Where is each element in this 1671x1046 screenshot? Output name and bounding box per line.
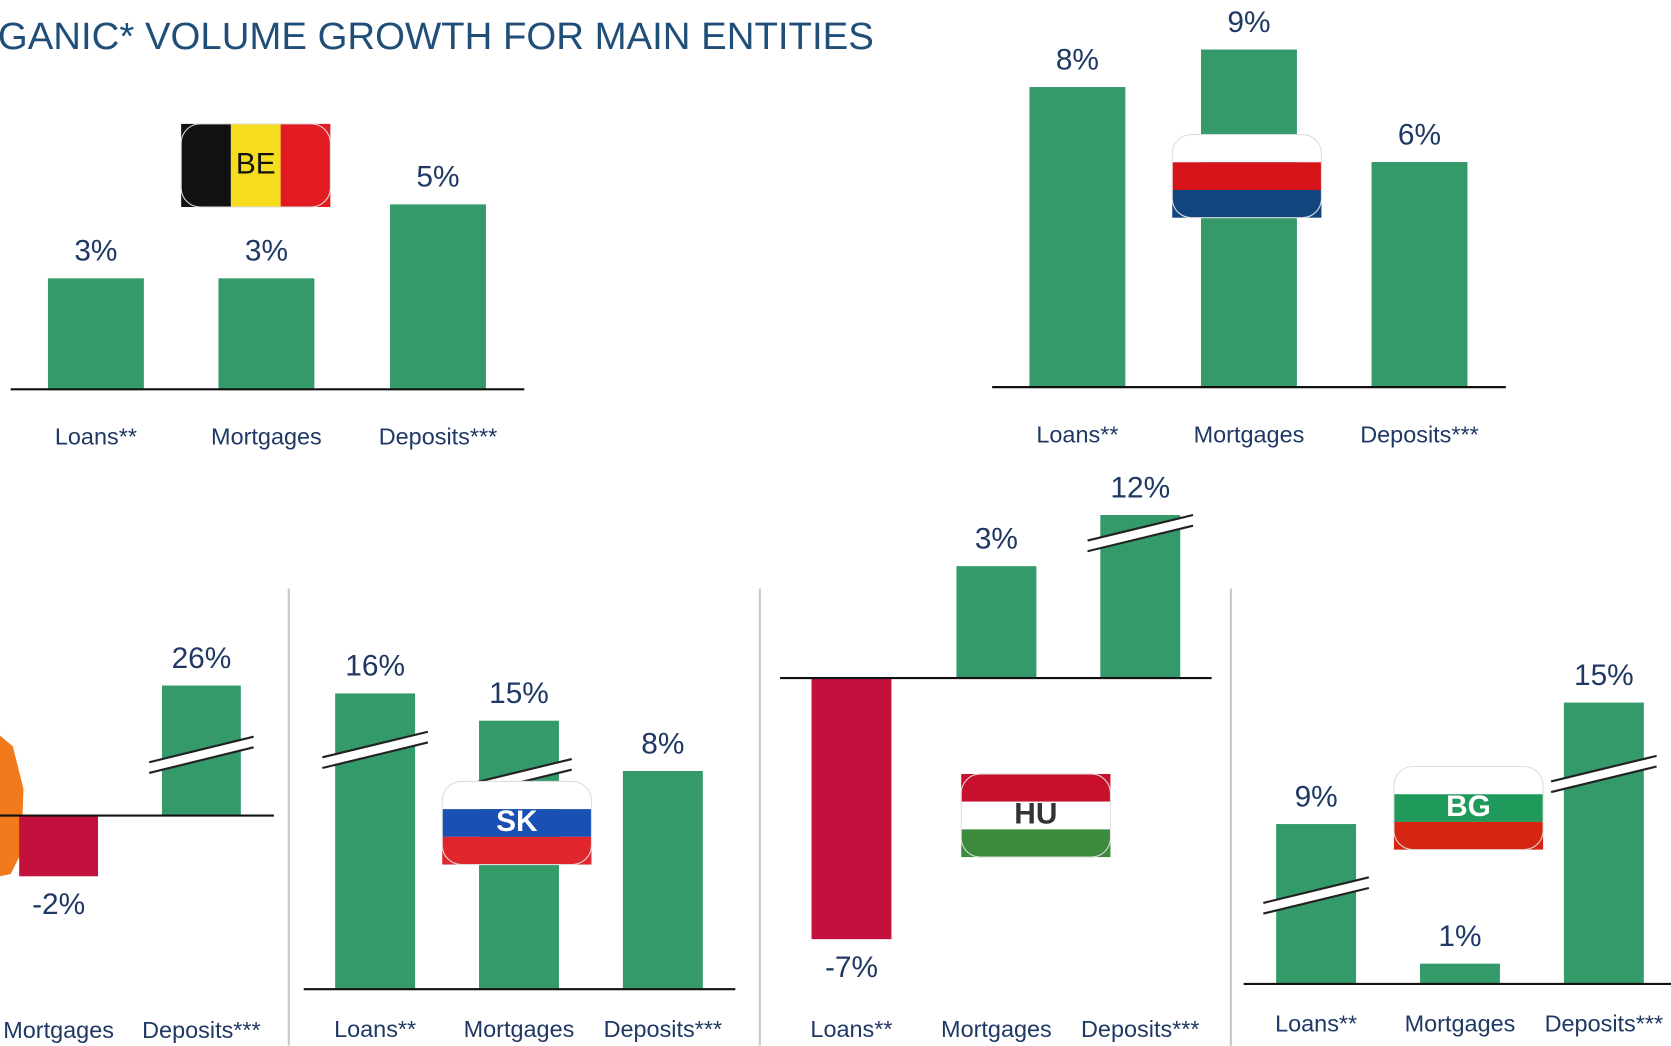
flag-outline: [441, 780, 592, 866]
category-label: Deposits***: [1545, 1011, 1664, 1037]
bar: [1420, 963, 1500, 984]
axis-break: [322, 730, 429, 759]
value-label: 15%: [489, 677, 549, 710]
flag-label: HU: [1014, 797, 1057, 830]
flag-stripe: [442, 781, 592, 810]
value-label: 5%: [416, 161, 459, 194]
flag-label: BG: [1446, 790, 1491, 823]
flag-stripe: [181, 123, 231, 208]
category-label: Mortgages: [941, 1016, 1052, 1042]
axis-break: [148, 746, 254, 774]
flag: [1171, 134, 1322, 219]
slide-title: GANIC* VOLUME GROWTH FOR MAIN ENTITIES: [0, 15, 874, 58]
flag-stripe: [961, 829, 1111, 858]
flag-stripe: [442, 836, 592, 865]
category-label: Deposits***: [604, 1016, 723, 1042]
axis-break: [465, 758, 572, 786]
flag-label: BE: [236, 147, 276, 180]
value-label: 3%: [975, 522, 1018, 555]
flag-stripe: [961, 773, 1111, 802]
flag-stripe: [1172, 189, 1322, 218]
category-label: Loans**: [334, 1016, 416, 1042]
axis-break: [1263, 886, 1370, 915]
axis-break: [1087, 515, 1194, 552]
value-label: 9%: [1295, 780, 1338, 813]
value-label: -2%: [32, 888, 85, 921]
category-label: Loans**: [810, 1016, 892, 1042]
bar: [47, 278, 144, 390]
bar: [218, 278, 315, 390]
flag-stripe: [1393, 766, 1544, 795]
bar: [1563, 702, 1644, 984]
bar: [1201, 49, 1297, 388]
bar: [622, 770, 703, 990]
axis-break: [1550, 754, 1657, 783]
value-label: 15%: [1574, 659, 1634, 692]
flag: BE: [180, 123, 331, 208]
bar: [811, 678, 892, 940]
flag-stripe: [1393, 821, 1544, 850]
flag: SK: [441, 780, 592, 866]
value-label: 3%: [245, 235, 288, 268]
category-label: Deposits***: [1081, 1016, 1200, 1042]
flag-stripe: [1172, 162, 1322, 190]
flag-outline: [180, 123, 331, 208]
category-label: Loans**: [1036, 421, 1118, 447]
axis-break: [1263, 877, 1369, 914]
axis-break: [322, 741, 429, 770]
axis-break: [1087, 513, 1194, 542]
flag-stripe: [1393, 794, 1544, 822]
value-label: 9%: [1227, 6, 1270, 39]
flag-outline: [1393, 765, 1544, 851]
axis-break: [1263, 876, 1370, 904]
value-label: 26%: [172, 642, 232, 675]
flag-label: SK: [496, 805, 538, 838]
flag-stripe: [280, 123, 331, 208]
bar: [956, 566, 1037, 679]
category-label: Mortgages: [3, 1017, 114, 1043]
value-label: 12%: [1110, 471, 1170, 504]
axis-break: [1087, 524, 1194, 553]
value-label: 3%: [74, 235, 117, 268]
axis-break: [1550, 765, 1657, 794]
flag-stripe: [230, 123, 281, 208]
category-label: Deposits***: [379, 423, 498, 449]
flag-stripe: [442, 809, 592, 837]
category-label: Loans**: [1275, 1011, 1357, 1037]
value-label: 8%: [1056, 43, 1099, 76]
category-label: Deposits***: [142, 1017, 261, 1043]
bar: [1371, 162, 1468, 388]
flag-outline: [960, 773, 1111, 858]
axis-break: [1551, 755, 1657, 793]
flag-shape: [0, 735, 24, 877]
category-label: Mortgages: [1405, 1011, 1516, 1037]
value-label: -7%: [825, 951, 878, 984]
flag: BG: [1393, 765, 1544, 851]
flag-stripe: [1172, 134, 1322, 163]
bar: [19, 815, 99, 877]
category-label: Mortgages: [464, 1016, 575, 1042]
value-label: 16%: [345, 650, 405, 683]
axis-break: [322, 731, 428, 769]
value-label: 1%: [1438, 920, 1481, 953]
bar: [390, 204, 486, 390]
value-label: 8%: [641, 727, 684, 760]
flag-stripe: [961, 801, 1111, 830]
category-label: Deposits***: [1360, 421, 1479, 447]
bar: [1029, 87, 1126, 388]
axis-break: [149, 736, 254, 773]
flag: HU: [960, 773, 1111, 858]
category-label: Mortgages: [1194, 421, 1305, 447]
category-label: Loans**: [55, 423, 137, 449]
axis-break: [148, 735, 254, 764]
category-label: Mortgages: [211, 423, 322, 449]
value-label: 6%: [1398, 118, 1441, 151]
flag-outline: [1171, 134, 1322, 219]
